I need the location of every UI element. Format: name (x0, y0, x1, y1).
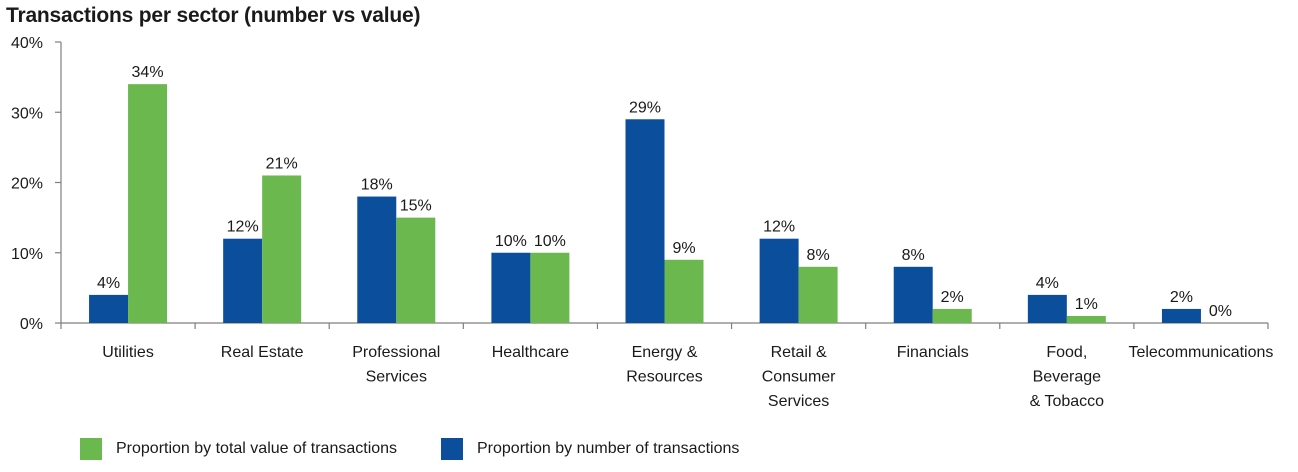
data-label-value: 9% (672, 240, 695, 257)
y-tick-label: 0% (20, 316, 43, 333)
data-label-value: 8% (807, 247, 830, 264)
legend-swatch-value (80, 438, 102, 460)
bar-number (893, 266, 933, 323)
y-tick-label: 40% (11, 35, 43, 52)
x-tick-label: Services (768, 393, 829, 410)
x-tick-label: Resources (626, 369, 702, 386)
x-tick-label: Utilities (102, 344, 154, 361)
data-label-value: 2% (941, 289, 964, 306)
data-label-value: 10% (534, 233, 566, 250)
bar-value (530, 252, 570, 323)
legend-item-number: Proportion by number of transactions (441, 437, 739, 461)
bar-value (932, 308, 972, 323)
bar-value (396, 217, 436, 323)
data-label-number: 29% (629, 99, 661, 116)
data-label-number: 4% (97, 275, 120, 292)
bar-value (262, 175, 302, 323)
chart-title: Transactions per sector (number vs value… (6, 4, 421, 27)
x-tick-label: Real Estate (221, 344, 304, 361)
x-tick-label: Retail & (771, 344, 827, 361)
x-tick-label: & Tobacco (1030, 393, 1105, 410)
bar-number (1161, 308, 1201, 323)
data-label-value: 1% (1075, 296, 1098, 313)
data-label-value: 0% (1209, 303, 1232, 320)
data-label-number: 12% (227, 219, 259, 236)
data-label-number: 4% (1036, 275, 1059, 292)
data-label-number: 2% (1170, 289, 1193, 306)
data-label-number: 10% (495, 233, 527, 250)
x-tick-label: Financials (897, 344, 969, 361)
x-tick-label: Telecommunications (1128, 344, 1273, 361)
bar-value (1066, 315, 1106, 323)
x-tick-label: Services (366, 369, 427, 386)
bar-number (357, 196, 397, 323)
legend-label-value: Proportion by total value of transaction… (116, 440, 398, 457)
legend-label-number: Proportion by number of transactions (477, 440, 740, 457)
x-tick-label: Healthcare (492, 344, 569, 361)
x-tick-label: Consumer (762, 369, 836, 386)
x-tick-label: Beverage (1033, 369, 1102, 386)
data-label-value: 34% (132, 64, 164, 81)
bar-value (798, 266, 838, 323)
bar-number (491, 252, 531, 323)
bar-number (625, 119, 665, 324)
y-tick-label: 10% (11, 246, 43, 263)
x-tick-label: Professional (352, 344, 440, 361)
x-tick-label: Energy & (632, 344, 698, 361)
bar-value (664, 259, 704, 323)
data-label-number: 12% (763, 219, 795, 236)
bar-number (759, 238, 799, 323)
data-label-number: 18% (361, 177, 393, 194)
data-label-value: 15% (400, 198, 432, 215)
bar-value (128, 84, 168, 324)
bar-number (223, 238, 263, 323)
x-tick-label: Food, (1046, 344, 1087, 361)
data-label-number: 8% (902, 247, 925, 264)
legend-item-value: Proportion by total value of transaction… (80, 437, 397, 461)
legend-swatch-number (441, 438, 463, 460)
y-tick-label: 20% (11, 176, 43, 193)
bar-number (89, 294, 129, 323)
bar-number (1027, 294, 1067, 323)
y-tick-label: 30% (11, 105, 43, 122)
data-label-value: 21% (266, 155, 298, 172)
